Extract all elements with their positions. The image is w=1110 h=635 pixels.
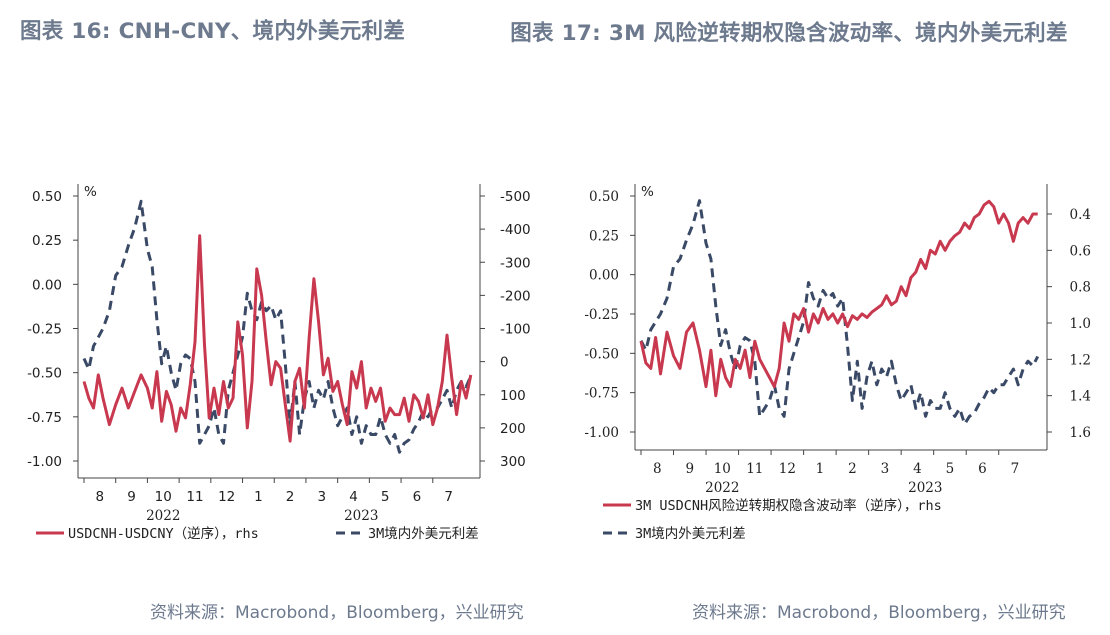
c16-month-label: 3 xyxy=(318,489,327,505)
c16-unit-label: % xyxy=(84,184,97,200)
c16-month-label: 1 xyxy=(254,489,263,505)
c16-right-tick-label: -500 xyxy=(500,189,531,205)
c17-month-label: 4 xyxy=(913,461,922,477)
c17-right-tick-label: 1.6 xyxy=(1070,425,1091,441)
c16-right-tick-label: 300 xyxy=(500,454,526,470)
c16-month-label: 2 xyxy=(286,489,295,505)
chart-16: % 0.50 0.25 0.00 -0.25 -0.50 -0.75 -1.00 -500 -40… xyxy=(27,184,531,542)
c17-right-tick-label: 0.6 xyxy=(1070,243,1091,259)
c16-right-tick-label: 100 xyxy=(500,388,526,404)
c16-month-label: 11 xyxy=(186,489,203,505)
c16-right-tick-label: -100 xyxy=(500,322,531,338)
c16-month-label: 8 xyxy=(96,489,105,505)
c17-month-label: 5 xyxy=(946,461,955,477)
c17-left-tick-label: 0.25 xyxy=(589,228,619,244)
c17-month-label: 10 xyxy=(714,461,731,477)
source-note-left: 资料来源：Macrobond，Bloomberg，兴业研究 xyxy=(150,603,524,623)
c16-left-tick-label: 0.50 xyxy=(32,189,62,205)
c16-month-label: 5 xyxy=(381,489,390,505)
c17-year-label: 2023 xyxy=(908,480,942,496)
c17-legend-label: 3M USDCNH风险逆转期权隐含波动率（逆序），rhs xyxy=(635,497,942,514)
c16-left-tick-label: -1.00 xyxy=(27,454,62,470)
c16-legend-label: USDCNH-USDCNY（逆序），rhs xyxy=(68,526,259,542)
c16-right-tick-label: -200 xyxy=(500,288,531,304)
c17-month-label: 8 xyxy=(653,461,662,477)
source-note-right: 资料来源：Macrobond，Bloomberg，兴业研究 xyxy=(692,603,1066,623)
c17-left-tick-label: -1.00 xyxy=(584,425,619,441)
c16-month-label: 4 xyxy=(349,489,358,505)
c16-month-label: 10 xyxy=(155,489,172,505)
c17-right-tick-label: 1.4 xyxy=(1070,389,1091,405)
c17-right-tick-label: 0.8 xyxy=(1070,280,1091,296)
c17-left-tick-label: -0.50 xyxy=(584,346,619,362)
c16-right-tick-label: -400 xyxy=(500,222,531,238)
c16-right-tick-label: 0 xyxy=(500,355,509,371)
c16-left-tick-label: -0.75 xyxy=(27,410,62,426)
c16-red-line xyxy=(82,234,473,443)
c16-left-tick-label: 0.00 xyxy=(32,277,62,293)
chart-17-title: 图表 17: 3M 风险逆转期权隐含波动率、境内外美元利差 xyxy=(510,21,1068,46)
c17-spread-line xyxy=(639,199,1040,426)
c17-month-label: 11 xyxy=(746,461,763,477)
c16-left-tick-label: -0.25 xyxy=(27,322,62,338)
c16-year-label: 2022 xyxy=(146,508,180,524)
c17-month-label: 3 xyxy=(881,461,890,477)
c17-month-label: 9 xyxy=(685,461,694,477)
c17-left-tick-label: -0.25 xyxy=(584,307,619,323)
c16-month-label: 9 xyxy=(127,489,136,505)
chart-16-title: 图表 16: CNH-CNY、境内外美元利差 xyxy=(20,19,406,44)
c17-month-label: 6 xyxy=(978,461,987,477)
c17-year-label: 2022 xyxy=(705,480,739,496)
c17-month-label: 2 xyxy=(848,461,857,477)
c17-unit-label: % xyxy=(641,184,654,200)
c17-right-tick-label: 1.2 xyxy=(1070,352,1091,368)
c17-month-label: 7 xyxy=(1011,461,1020,477)
c16-legend-label: 3M境内外美元利差 xyxy=(368,526,479,542)
c17-month-label: 12 xyxy=(779,461,796,477)
c16-left-tick-label: 0.25 xyxy=(32,233,62,249)
c16-spread-line xyxy=(82,199,473,454)
c17-right-tick-label: 1.0 xyxy=(1070,316,1091,332)
chart-17: % 0.50 0.25 0.00 -0.25 -0.50 -0.75 -1.00 0.4 0.6 0… xyxy=(584,184,1091,542)
c16-year-label: 2023 xyxy=(344,508,378,524)
c16-month-label: 6 xyxy=(413,489,422,505)
c17-right-tick-label: 0.4 xyxy=(1070,207,1091,223)
c17-month-label: 1 xyxy=(816,461,825,477)
c17-red-line xyxy=(639,199,1038,398)
c17-left-tick-label: -0.75 xyxy=(584,386,619,402)
c16-left-tick-label: -0.50 xyxy=(27,366,62,382)
c16-right-tick-label: -300 xyxy=(500,255,531,271)
c17-left-tick-label: 0.00 xyxy=(589,268,619,284)
c16-month-label: 12 xyxy=(218,489,235,505)
c17-legend-label: 3M境内外美元利差 xyxy=(635,526,746,542)
c16-right-tick-label: 200 xyxy=(500,421,526,437)
c16-month-label: 7 xyxy=(444,489,453,505)
c17-left-tick-label: 0.50 xyxy=(589,189,619,205)
